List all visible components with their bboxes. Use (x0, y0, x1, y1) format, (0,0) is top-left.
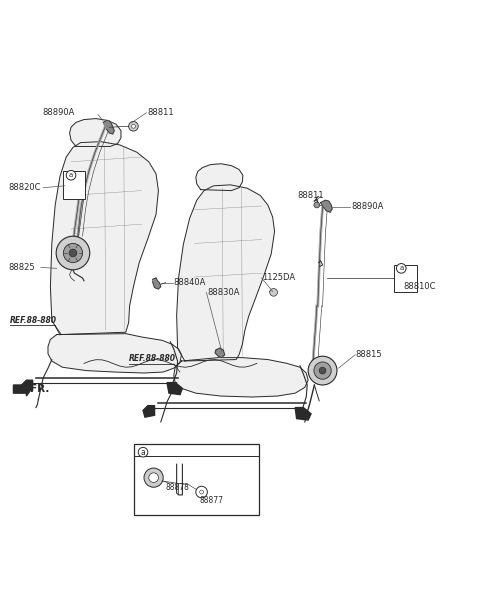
Polygon shape (50, 141, 158, 335)
Polygon shape (295, 408, 311, 420)
Text: 88815: 88815 (355, 350, 382, 359)
Circle shape (308, 356, 337, 385)
Circle shape (270, 288, 277, 296)
Text: 88810C: 88810C (403, 282, 436, 291)
Polygon shape (196, 164, 243, 191)
Circle shape (314, 362, 331, 379)
Text: 88877: 88877 (199, 495, 223, 504)
Circle shape (319, 367, 326, 374)
Text: 88811: 88811 (298, 191, 324, 200)
Circle shape (149, 473, 158, 482)
Text: 88811: 88811 (148, 108, 174, 117)
Polygon shape (48, 334, 181, 373)
Text: 88825: 88825 (9, 263, 35, 272)
Polygon shape (174, 358, 308, 397)
Circle shape (69, 249, 77, 257)
Circle shape (63, 243, 83, 262)
Circle shape (56, 236, 90, 270)
Circle shape (66, 170, 76, 180)
Text: FR.: FR. (30, 384, 49, 394)
Text: REF.88-880: REF.88-880 (129, 355, 176, 364)
Text: 88830A: 88830A (207, 288, 240, 297)
Circle shape (314, 202, 320, 208)
Text: REF.88-880: REF.88-880 (10, 316, 57, 325)
Polygon shape (103, 120, 114, 134)
Polygon shape (153, 278, 161, 289)
Polygon shape (167, 383, 182, 394)
Circle shape (138, 447, 148, 457)
Text: 88890A: 88890A (351, 202, 384, 211)
Text: 88820C: 88820C (9, 183, 41, 192)
Circle shape (144, 468, 163, 487)
Circle shape (396, 264, 406, 273)
Circle shape (196, 486, 207, 498)
Text: 88878: 88878 (166, 483, 190, 492)
Bar (63, 172, 85, 199)
Text: a: a (399, 265, 403, 272)
Text: 1125DA: 1125DA (262, 273, 295, 282)
Polygon shape (177, 185, 275, 361)
Text: a: a (69, 172, 73, 178)
Circle shape (132, 125, 135, 128)
Bar (134, 444, 259, 515)
Polygon shape (321, 200, 332, 212)
Polygon shape (143, 406, 155, 417)
Polygon shape (22, 380, 33, 392)
Text: a: a (141, 448, 145, 457)
Text: 88840A: 88840A (174, 278, 206, 287)
Text: 88890A: 88890A (42, 108, 74, 117)
Bar (394, 264, 417, 293)
Polygon shape (70, 119, 121, 146)
Polygon shape (215, 348, 225, 358)
Circle shape (129, 122, 138, 131)
Polygon shape (13, 383, 31, 396)
